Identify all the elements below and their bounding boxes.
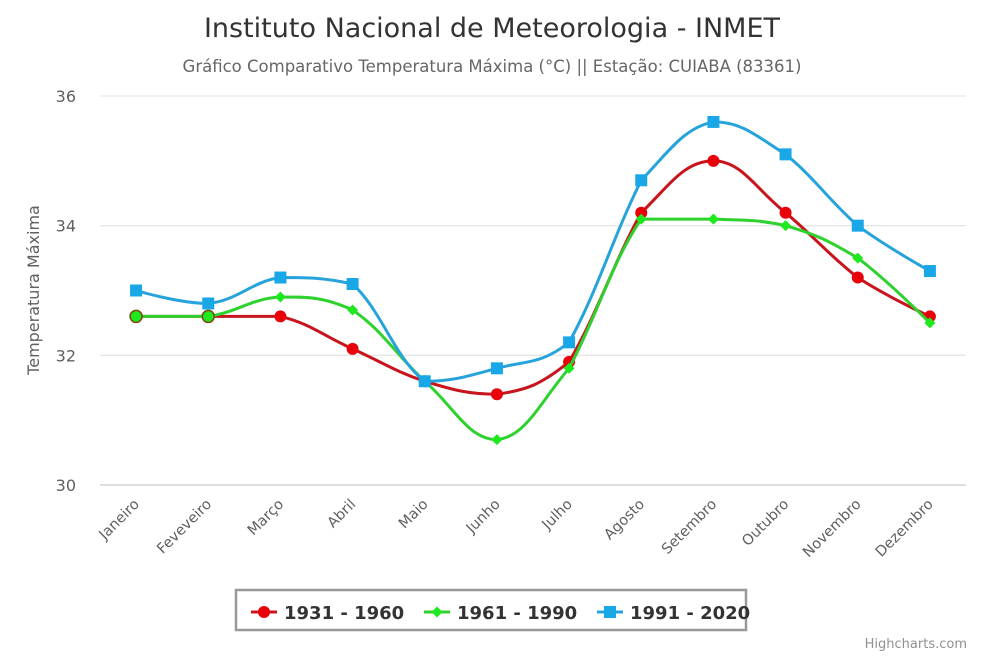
x-tick-label: Agosto: [601, 496, 648, 543]
legend-item[interactable]: 1991 - 2020: [597, 603, 750, 624]
data-point-square[interactable]: [418, 375, 431, 388]
data-point-circle[interactable]: [346, 342, 359, 355]
highcharts-credits[interactable]: Highcharts.com: [865, 637, 967, 652]
overlap-point[interactable]: [201, 309, 215, 324]
x-tick-label: Outubro: [739, 496, 792, 549]
data-point-square[interactable]: [563, 336, 576, 349]
legend-label: 1961 - 1990: [457, 603, 577, 624]
legend-label: 1991 - 2020: [630, 603, 750, 624]
data-point-diamond[interactable]: [924, 317, 936, 329]
data-point-square[interactable]: [202, 297, 215, 310]
series-line[interactable]: [134, 159, 932, 396]
data-point-circle[interactable]: [779, 206, 792, 219]
data-point-square[interactable]: [635, 174, 648, 187]
data-point-diamond[interactable]: [563, 362, 575, 374]
legend-box: [234, 588, 748, 632]
x-tick-label: Maio: [396, 496, 432, 532]
x-tick-label: Dezembro: [873, 496, 937, 560]
x-tick-label: Novembro: [800, 496, 864, 560]
legend-symbol-circle[interactable]: [258, 606, 270, 618]
x-tick-label: Feveveiro: [154, 496, 215, 557]
legend-symbol-diamond[interactable]: [431, 606, 443, 618]
data-point-diamond[interactable]: [635, 213, 647, 225]
legend-symbol-square[interactable]: [604, 606, 616, 618]
legend-item[interactable]: 1931 - 1960: [251, 603, 404, 624]
data-point-square[interactable]: [779, 148, 792, 161]
y-tick-label: 34: [56, 217, 76, 236]
data-point-circle[interactable]: [851, 271, 864, 284]
series-1961-1990: [130, 213, 936, 446]
overlap-point[interactable]: [129, 309, 143, 324]
overlap-markers: [129, 309, 215, 324]
data-point-diamond[interactable]: [491, 434, 503, 446]
series-group: [129, 115, 936, 446]
legend-item[interactable]: 1961 - 1990: [424, 603, 577, 624]
chart-title: Instituto Nacional de Meteorologia - INM…: [204, 13, 781, 44]
series-1931-1960: [130, 154, 936, 401]
grid-lines: [100, 95, 966, 486]
data-point-square[interactable]: [130, 284, 143, 297]
x-tick-label: Março: [245, 496, 287, 538]
x-tick-label: Setembro: [659, 496, 720, 557]
data-point-circle[interactable]: [635, 206, 648, 219]
y-axis-label: Temperatura Máxima: [24, 205, 43, 376]
legend-label: 1931 - 1960: [284, 603, 404, 624]
data-point-diamond[interactable]: [347, 304, 359, 316]
data-point-diamond[interactable]: [780, 220, 792, 232]
data-point-circle[interactable]: [274, 310, 287, 323]
data-point-square[interactable]: [490, 362, 503, 375]
legend: 1931 - 1960 1961 - 1990 1991 - 2020: [234, 588, 750, 632]
data-point-diamond[interactable]: [274, 291, 286, 303]
y-axis-ticks: 30 32 34 36: [56, 87, 76, 495]
data-point-square[interactable]: [346, 278, 359, 291]
data-point-circle[interactable]: [707, 154, 720, 167]
x-tick-label: Junho: [463, 496, 504, 537]
x-tick-label: Julho: [539, 496, 576, 533]
data-point-diamond[interactable]: [707, 213, 719, 225]
y-tick-label: 30: [56, 476, 76, 495]
data-point-diamond[interactable]: [852, 252, 864, 264]
x-axis-ticks: Janeiro Feveveiro Março Abril Maio Junho Julho…: [96, 496, 937, 560]
x-tick-label: Abril: [325, 497, 360, 532]
data-point-square[interactable]: [274, 271, 287, 284]
y-tick-label: 32: [56, 346, 76, 365]
series-line[interactable]: [134, 217, 932, 442]
data-point-square[interactable]: [851, 219, 864, 232]
series-line[interactable]: [134, 120, 932, 383]
data-point-square[interactable]: [923, 265, 936, 278]
data-point-square[interactable]: [707, 115, 720, 128]
data-point-circle[interactable]: [490, 388, 503, 401]
series-1991-2020: [130, 115, 936, 388]
x-tick-label: Janeiro: [96, 496, 143, 543]
y-tick-label: 36: [56, 87, 76, 106]
chart-subtitle: Gráfico Comparativo Temperatura Máxima (…: [183, 57, 802, 76]
